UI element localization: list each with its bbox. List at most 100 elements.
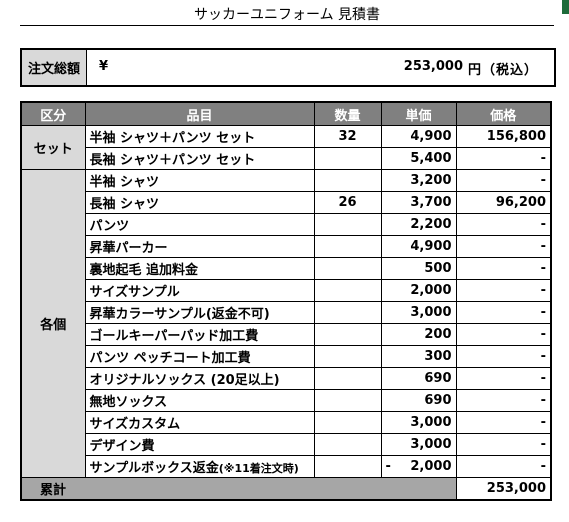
document-title: サッカーユニフォーム 見積書 (193, 7, 381, 23)
table-row: デザイン費 3,000- (21, 433, 552, 456)
order-total-amount: 253,000 (403, 59, 463, 74)
row-price: - (455, 257, 552, 280)
row-qty (313, 235, 382, 258)
title-underline (20, 25, 554, 26)
row-item: 長袖 シャツ (84, 191, 315, 214)
row-unit-price: 2,000 (380, 279, 457, 302)
row-qty: 32 (313, 125, 382, 148)
row-unit-price: 4,900 (380, 125, 457, 148)
row-price: - (455, 235, 552, 258)
table-row: 長袖 シャツ＋パンツ セット 5,400- (21, 147, 552, 170)
cumulative-total-value: 253,000 (455, 477, 552, 501)
category-cell: 各個 (20, 169, 86, 478)
category-cell: セット (20, 125, 86, 170)
row-qty (313, 367, 382, 390)
row-item: パンツ ペッチコート加工費 (84, 345, 315, 368)
row-qty (313, 169, 382, 192)
table-row: 昇華パーカー 4,900- (21, 235, 552, 258)
row-item: 裏地起毛 追加料金 (84, 257, 315, 280)
row-item: サイズサンプル (84, 279, 315, 302)
row-qty (313, 345, 382, 368)
table-row: 長袖 シャツ 26 3,700 96,200 (21, 191, 552, 214)
table-row: サンプルボックス返金(※11着注文時) -2,000 - (21, 455, 552, 478)
table-row: オリジナルソックス (20足以上) 690- (21, 367, 552, 390)
row-price: 156,800 (455, 125, 552, 148)
row-price: - (455, 301, 552, 324)
row-item: 長袖 シャツ＋パンツ セット (84, 147, 315, 170)
row-item: デザイン費 (84, 433, 315, 456)
currency-symbol: ¥ (99, 59, 109, 74)
table-row: 各個 半袖 シャツ 3,200- (20, 169, 552, 478)
row-unit-price: 2,200 (380, 213, 457, 236)
row-item: 半袖 シャツ＋パンツ セット (84, 125, 315, 148)
table-row: サイズサンプル 2,000- (21, 279, 552, 302)
row-item: オリジナルソックス (20足以上) (84, 367, 315, 390)
order-total-label: 注文総額 (22, 50, 87, 85)
row-item: 昇華パーカー (84, 235, 315, 258)
header-qty: 数量 (313, 101, 382, 126)
row-qty (313, 433, 382, 456)
table-row: セット 半袖 シャツ＋パンツ セット 32 4,900 156,800 (20, 125, 552, 170)
table-row: 昇華カラーサンプル(返金不可) 3,000- (21, 301, 552, 324)
row-unit-price: 3,000 (380, 411, 457, 434)
table-row: サイズカスタム 3,000- (21, 411, 552, 434)
row-unit-price: 3,000 (380, 301, 457, 324)
cumulative-total-row: 累計 253,000 (20, 477, 552, 501)
row-qty (313, 389, 382, 412)
table-row: 裏地起毛 追加料金 500- (21, 257, 552, 280)
row-qty: 26 (313, 191, 382, 214)
row-item: ゴールキーパーパッド加工費 (84, 323, 315, 346)
row-price: - (455, 367, 552, 390)
row-price: - (455, 213, 552, 236)
row-unit-price: 300 (380, 345, 457, 368)
row-price: - (455, 455, 552, 478)
row-item: サンプルボックス返金(※11着注文時) (84, 455, 315, 478)
row-unit-price: 5,400 (380, 147, 457, 170)
header-item: 品目 (84, 101, 315, 126)
row-item: 半袖 シャツ (84, 169, 315, 192)
row-price: - (455, 147, 552, 170)
table-row: ゴールキーパーパッド加工費 200- (21, 323, 552, 346)
row-item: パンツ (84, 213, 315, 236)
row-item: サイズカスタム (84, 411, 315, 434)
row-price: - (455, 169, 552, 192)
cumulative-total-label: 累計 (20, 477, 457, 501)
row-item: 昇華カラーサンプル(返金不可) (84, 301, 315, 324)
row-price: - (455, 279, 552, 302)
table-row: 無地ソックス 690- (21, 389, 552, 412)
row-price: - (455, 345, 552, 368)
row-qty (313, 301, 382, 324)
row-unit-price: 690 (380, 389, 457, 412)
table-row: パンツ 2,200- (21, 213, 552, 236)
row-unit-price: 3,200 (380, 169, 457, 192)
window-edge (562, 0, 569, 14)
header-category: 区分 (20, 101, 86, 126)
row-unit-price: 3,700 (380, 191, 457, 214)
row-unit-price: -2,000 (380, 455, 457, 478)
row-unit-price: 690 (380, 367, 457, 390)
row-unit-price: 4,900 (380, 235, 457, 258)
header-price: 価格 (455, 101, 552, 126)
row-price: - (455, 389, 552, 412)
order-total-value: ¥ 253,000 円（税込） (87, 50, 554, 85)
row-qty (313, 257, 382, 280)
row-price: - (455, 323, 552, 346)
row-price: - (455, 411, 552, 434)
row-unit-price: 200 (380, 323, 457, 346)
row-price: - (455, 433, 552, 456)
header-unit-price: 単価 (380, 101, 457, 126)
row-qty (313, 323, 382, 346)
row-qty (313, 147, 382, 170)
table-body: セット 半袖 シャツ＋パンツ セット 32 4,900 156,800 長袖 シャツ＋パン… (20, 125, 552, 501)
row-unit-price: 500 (380, 257, 457, 280)
order-total-unit: 円（税込） (467, 63, 538, 78)
order-total-box: 注文総額 ¥ 253,000 円（税込） (20, 48, 556, 87)
row-qty (313, 411, 382, 434)
row-unit-price: 3,000 (380, 433, 457, 456)
row-price: 96,200 (455, 191, 552, 214)
table-header-row: 区分 品目 数量 単価 価格 (20, 101, 552, 126)
row-item: 無地ソックス (84, 389, 315, 412)
row-qty (313, 213, 382, 236)
estimate-table: 区分 品目 数量 単価 価格 セット 半袖 シャツ＋パンツ セット 32 4,900 1… (20, 101, 552, 501)
